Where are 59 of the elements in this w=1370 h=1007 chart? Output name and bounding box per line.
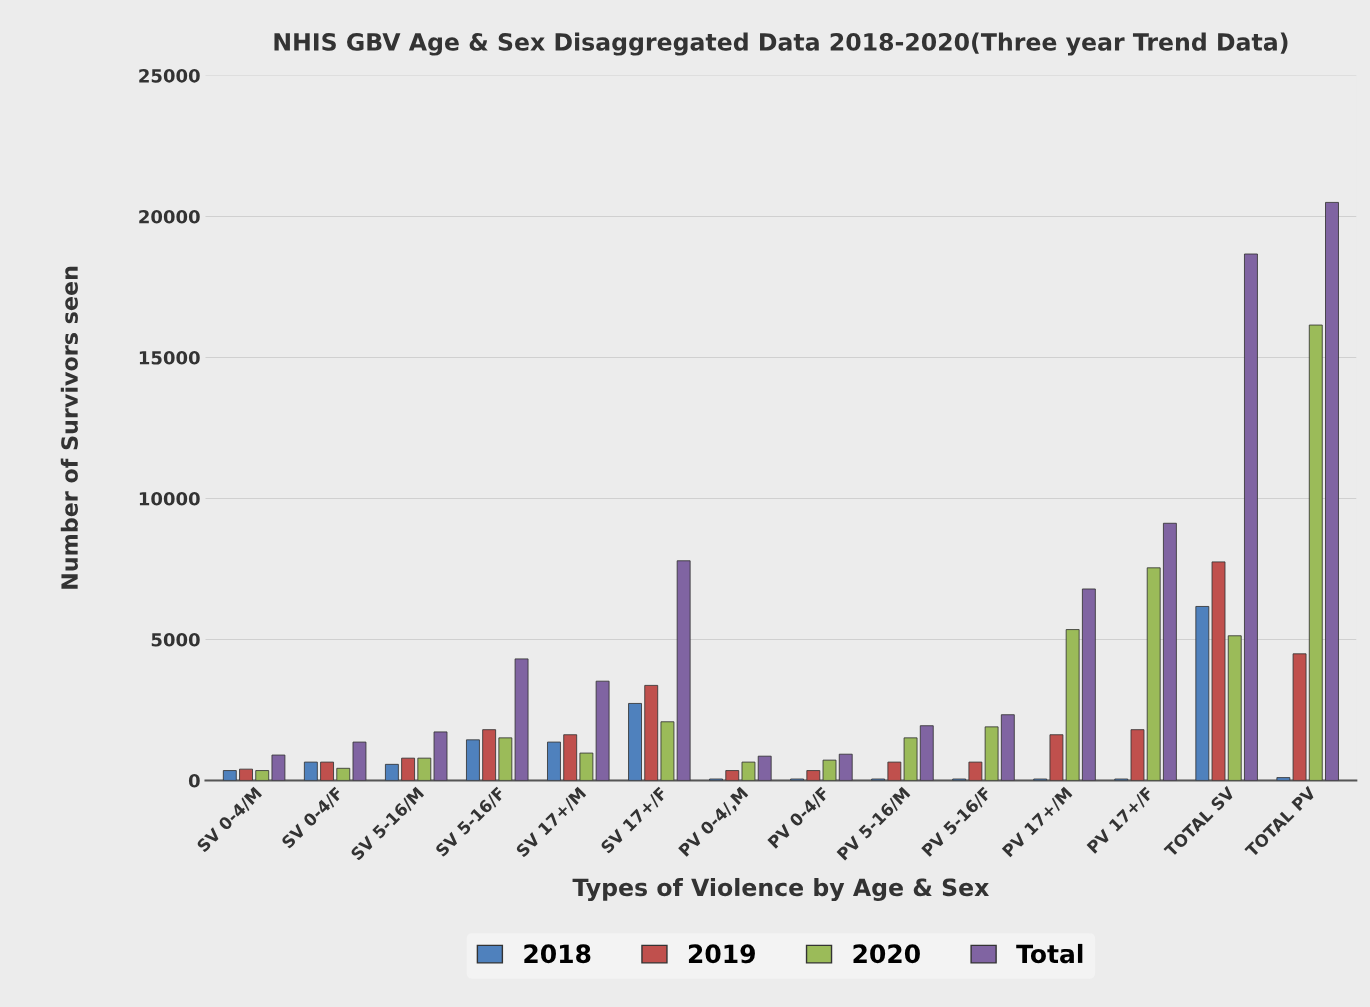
bar [255, 770, 270, 781]
bar [320, 761, 334, 781]
bar [887, 761, 902, 781]
bar [1163, 522, 1177, 781]
bar [1195, 606, 1210, 781]
bar [1244, 253, 1258, 781]
bar [1000, 714, 1015, 781]
bar [1065, 629, 1080, 781]
bar [1146, 567, 1161, 781]
legend-label: Total [1016, 943, 1083, 964]
bar [547, 741, 561, 781]
bar [1308, 324, 1323, 781]
bar [822, 759, 837, 781]
bar [352, 741, 367, 781]
bar [676, 560, 691, 781]
bar [725, 770, 740, 781]
bar [466, 739, 480, 781]
bar [1276, 777, 1291, 781]
bar [1211, 561, 1226, 781]
legend-label: 2018 [524, 944, 591, 964]
bar [1130, 729, 1145, 781]
y-tick-label: 20000 [139, 209, 200, 224]
bar [628, 703, 642, 781]
y-tick-label: 10000 [139, 491, 200, 506]
legend-label: 2019 [688, 944, 755, 964]
bar [303, 761, 318, 781]
bar [1325, 201, 1339, 781]
bar [336, 767, 351, 781]
bar [838, 753, 853, 781]
bar [660, 721, 675, 781]
bar [417, 757, 432, 781]
y-tick-label: 5000 [151, 632, 200, 647]
x-axis-title: Types of Violence by Age & Sex [572, 877, 989, 901]
bar [563, 734, 578, 781]
bar [222, 770, 237, 781]
chart-title: NHIS GBV Age & Sex Disaggregated Data 2018-2020(Three year Trend Data) [274, 32, 1288, 56]
bar [239, 768, 253, 781]
bar [433, 731, 448, 781]
bar [401, 757, 416, 781]
y-tick-label: 15000 [139, 350, 200, 365]
bar [271, 754, 286, 781]
bar [1081, 588, 1096, 781]
y-axis-title: Number of Survivors seen [60, 266, 78, 589]
legend-label: 2020 [853, 944, 920, 964]
y-tick-label: 25000 [139, 68, 200, 83]
bar [482, 729, 497, 781]
bar [1227, 635, 1242, 781]
bar [757, 755, 772, 781]
bar [741, 761, 756, 781]
bar [384, 763, 399, 781]
bar [919, 725, 934, 781]
bar [1292, 653, 1307, 781]
bar [903, 737, 918, 781]
bar [498, 737, 513, 781]
bar [1049, 734, 1064, 781]
y-tick-label: 0 [188, 773, 200, 788]
bar [644, 684, 659, 781]
bar [514, 658, 529, 781]
bar [806, 770, 821, 781]
